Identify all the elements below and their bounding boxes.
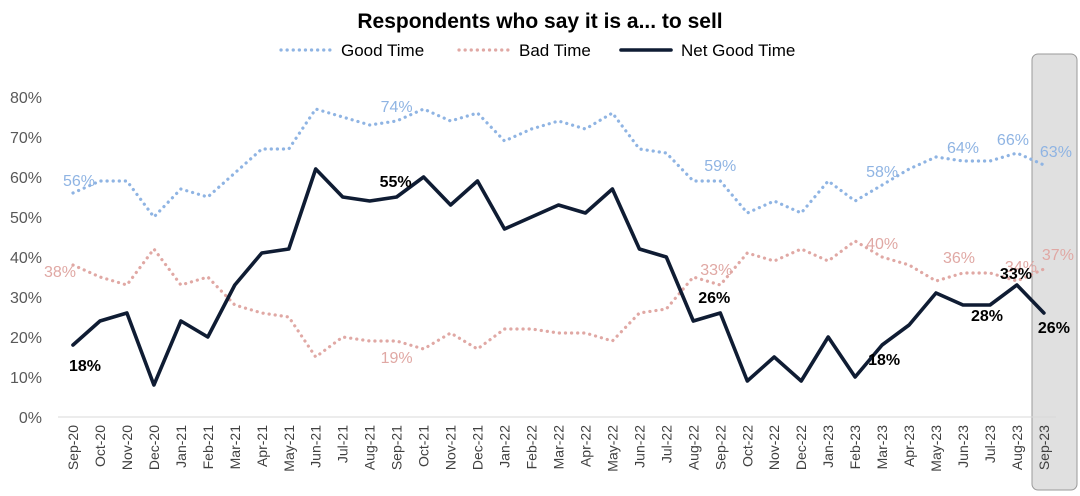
x-tick-label: Feb-22: [523, 425, 539, 470]
x-tick-label: Feb-21: [200, 425, 216, 470]
series-line-bad-time: [71, 239, 1046, 359]
data-label: 74%: [381, 99, 413, 116]
data-label: 38%: [44, 264, 76, 281]
y-tick-label: 40%: [10, 250, 42, 267]
y-tick-label: 60%: [10, 170, 42, 187]
x-tick-label: Jul-21: [335, 425, 351, 463]
x-tick-label: Aug-22: [685, 425, 701, 470]
data-label: 63%: [1040, 144, 1072, 161]
y-tick-label: 10%: [10, 370, 42, 387]
legend-item: Good Time: [279, 41, 424, 60]
data-label: 55%: [380, 174, 412, 191]
x-tick-label: Aug-21: [362, 425, 378, 470]
y-tick-label: 30%: [10, 290, 42, 307]
data-label: 33%: [1000, 266, 1032, 283]
x-tick-label: Mar-23: [874, 425, 890, 470]
x-tick-label: Mar-22: [550, 425, 566, 470]
legend-item: Net Good Time: [619, 41, 795, 60]
y-tick-label: 20%: [10, 330, 42, 347]
x-tick-label: Jan-21: [173, 425, 189, 468]
x-tick-label: Dec-22: [793, 425, 809, 470]
y-tick-label: 50%: [10, 210, 42, 227]
y-axis: 0% 10% 20% 30% 40% 50% 60% 70% 80%: [10, 90, 42, 427]
series-line-good-time: [71, 107, 1046, 219]
x-tick-label: Sep-22: [712, 425, 728, 470]
x-tick-label: Jun-23: [955, 425, 971, 468]
x-tick-label: Jan-22: [497, 425, 513, 468]
legend-label: Bad Time: [519, 41, 591, 60]
data-label: 66%: [997, 132, 1029, 149]
x-tick-label: Sep-20: [65, 425, 81, 470]
x-tick-label: Apr-22: [577, 425, 593, 467]
x-tick-label: Jul-23: [982, 425, 998, 463]
highlight-band: [1031, 53, 1078, 491]
series-lines: [71, 107, 1046, 387]
data-label: 34%: [1005, 259, 1037, 276]
data-label: 58%: [866, 164, 898, 181]
x-tick-label: May-23: [928, 425, 944, 472]
x-tick-label: Jul-22: [658, 425, 674, 463]
x-tick-label: Dec-20: [146, 425, 162, 470]
x-tick-label: Dec-21: [470, 425, 486, 470]
data-label: 59%: [704, 158, 736, 175]
x-tick-label: Mar-21: [227, 425, 243, 470]
y-tick-label: 70%: [10, 130, 42, 147]
y-tick-label: 0%: [19, 410, 42, 427]
x-tick-label: Oct-22: [739, 425, 755, 467]
x-tick-label: Nov-21: [443, 425, 459, 470]
x-tick-label: Nov-20: [119, 425, 135, 470]
y-tick-label: 80%: [10, 90, 42, 107]
x-tick-label: May-22: [604, 425, 620, 472]
x-tick-label: Jun-21: [308, 425, 324, 468]
data-label: 28%: [971, 308, 1003, 325]
series-line-net-good-time: [71, 167, 1046, 387]
legend-label: Good Time: [341, 41, 424, 60]
legend-label: Net Good Time: [681, 41, 795, 60]
chart-title: Respondents who say it is a... to sell: [357, 10, 722, 33]
data-labels: 56%74%59% 58%64% 66%63%38%19%33%40%36%34%3…: [44, 99, 1074, 375]
data-label: 36%: [943, 250, 975, 267]
data-label: 56%: [63, 173, 95, 190]
x-tick-label: Sep-23: [1036, 425, 1052, 470]
x-tick-label: Apr-21: [254, 425, 270, 467]
x-tick-label: Jan-23: [820, 425, 836, 468]
data-label: 64%: [947, 140, 979, 157]
data-label: 33%: [700, 262, 732, 279]
legend-item: Bad Time: [457, 41, 591, 60]
x-tick-label: Feb-23: [847, 425, 863, 470]
data-label: 18%: [69, 358, 101, 375]
x-tick-label: Oct-21: [416, 425, 432, 467]
x-tick-label: Aug-23: [1009, 425, 1025, 470]
legend: Good Time Bad Time Net Good Time: [279, 41, 795, 60]
data-label: 26%: [698, 290, 730, 307]
x-tick-label: Apr-23: [901, 425, 917, 467]
x-axis: Sep-20 Oct-20 Nov-20 Dec-20 Jan-21 Feb-21 Mar-…: [58, 416, 1056, 472]
x-tick-label: May-21: [281, 425, 297, 472]
x-tick-label: Sep-21: [389, 425, 405, 470]
data-label: 40%: [866, 236, 898, 253]
data-label: 37%: [1042, 247, 1074, 264]
data-label: 26%: [1038, 320, 1070, 337]
data-label: 18%: [868, 352, 900, 369]
x-tick-label: Oct-20: [92, 425, 108, 467]
x-tick-label: Jun-22: [631, 425, 647, 468]
x-tick-label: Nov-22: [766, 425, 782, 470]
data-label: 19%: [381, 350, 413, 367]
